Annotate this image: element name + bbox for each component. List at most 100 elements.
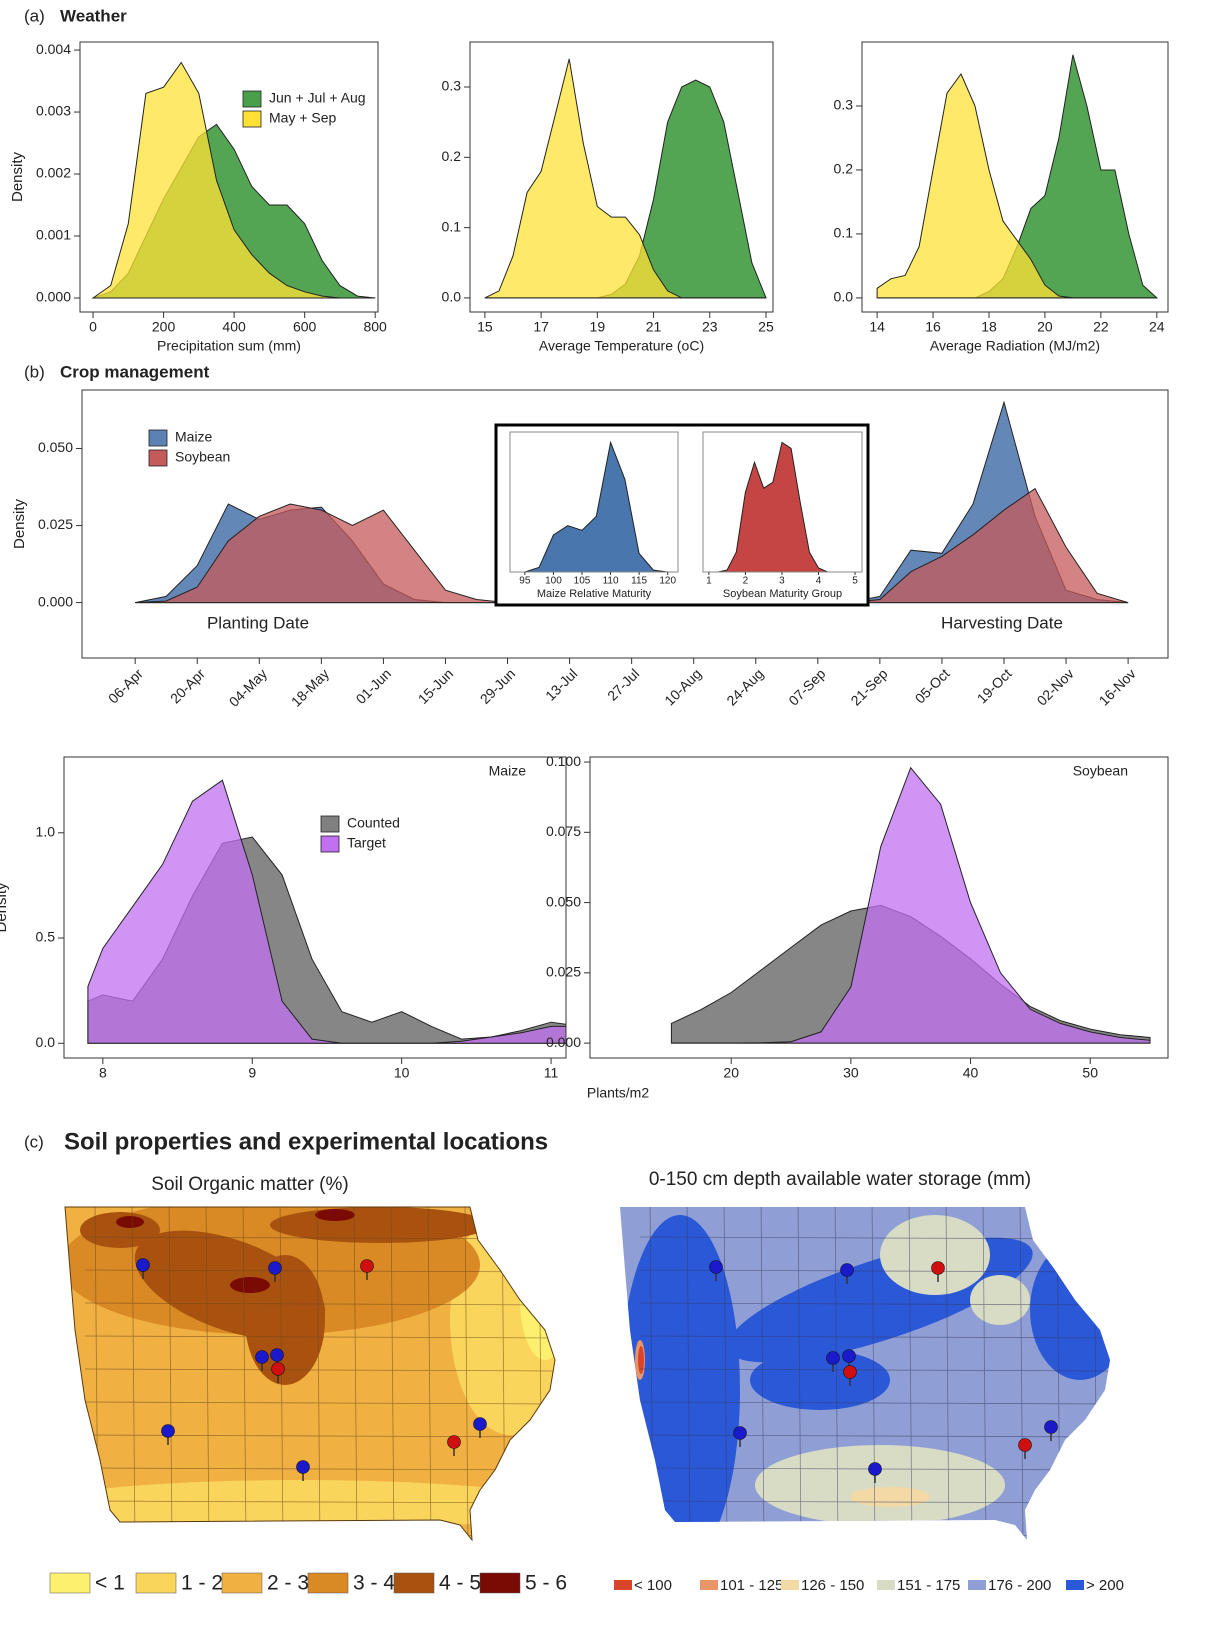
legend-label: Maize bbox=[175, 429, 213, 445]
x-tick-label: 8 bbox=[99, 1065, 107, 1081]
x-tick-label: 5 bbox=[852, 576, 858, 587]
legend-swatch bbox=[614, 1580, 632, 1590]
x-tick-label: 18 bbox=[981, 319, 997, 335]
legend-label: < 100 bbox=[634, 1577, 672, 1594]
y-tick-label: 0.3 bbox=[834, 97, 854, 113]
y-axis-label: Density bbox=[0, 882, 10, 933]
x-tick-label: 17 bbox=[533, 319, 549, 335]
chart: 8 9 10 11 0.0 0.5 1.0 Plants/m2 Density Maize Coun… bbox=[0, 756, 649, 1101]
x-axis-label: Maize Relative Maturity bbox=[537, 588, 652, 600]
x-tick-label: 30 bbox=[843, 1065, 859, 1081]
chart: 95 100 105 110 115 120 Maize Relative Maturity bbox=[509, 431, 679, 600]
density-area bbox=[87, 779, 567, 1044]
legend-swatch bbox=[1066, 1580, 1084, 1590]
y-axis-label: Density bbox=[11, 498, 28, 549]
x-tick-label: 18-May bbox=[288, 665, 332, 709]
x-tick-label: 40 bbox=[963, 1065, 979, 1081]
y-tick-label: 0.1 bbox=[442, 218, 462, 234]
x-tick-label: 110 bbox=[603, 576, 619, 587]
x-tick-label: 24-Aug bbox=[723, 665, 766, 708]
y-tick-label: 0.025 bbox=[38, 516, 73, 532]
legend-label: 3 - 4 bbox=[353, 1572, 395, 1595]
y-tick-label: 0.050 bbox=[38, 439, 73, 455]
y-tick-label: 0.004 bbox=[36, 41, 71, 57]
chart: 14 16 18 20 22 24 0.0 0.1 0.2 0.3 Average Radiatio… bbox=[834, 41, 1169, 354]
density-area bbox=[524, 440, 668, 573]
location-pin bbox=[843, 1365, 857, 1379]
charts: 0 200 400 600 800 0.000 0.001 0.002 0.003 0.004 Pr… bbox=[0, 41, 1169, 1101]
x-tick-label: 200 bbox=[152, 319, 176, 335]
y-tick-label: 0.003 bbox=[36, 103, 71, 119]
x-tick-label: 14 bbox=[869, 319, 885, 335]
legend-label: > 200 bbox=[1086, 1577, 1124, 1594]
legend-swatch bbox=[49, 1572, 91, 1594]
location-pin bbox=[931, 1261, 945, 1275]
annotation: Planting Date bbox=[207, 613, 309, 632]
y-tick-label: 0.075 bbox=[546, 823, 581, 839]
legend-swatch bbox=[135, 1572, 177, 1594]
legend-label: 101 - 125 bbox=[720, 1577, 783, 1594]
x-tick-label: 50 bbox=[1082, 1065, 1098, 1081]
x-tick-label: 16-Nov bbox=[1096, 665, 1139, 708]
plot-frame bbox=[63, 756, 567, 1059]
plot-frame bbox=[589, 756, 1169, 1059]
x-tick-label: 2 bbox=[743, 576, 749, 587]
chart: 15 17 19 21 23 25 0.0 0.1 0.2 0.3 Average Temperat… bbox=[442, 41, 774, 354]
legend-label: 1 - 2 bbox=[181, 1572, 223, 1595]
x-tick-label: 01-Jun bbox=[353, 665, 395, 707]
x-tick-label: 800 bbox=[363, 319, 387, 335]
inset-box bbox=[494, 423, 870, 607]
x-axis-label: Average Radiation (MJ/m2) bbox=[930, 338, 1100, 354]
annotation: Harvesting Date bbox=[941, 613, 1063, 632]
section-title: Soil properties and experimental locatio… bbox=[64, 1128, 548, 1155]
y-tick-label: 0.000 bbox=[546, 1034, 581, 1050]
location-pin bbox=[868, 1462, 882, 1476]
location-pin bbox=[709, 1260, 723, 1274]
location-pin bbox=[840, 1263, 854, 1277]
y-tick-label: 0.100 bbox=[546, 753, 581, 769]
x-tick-label: 24 bbox=[1149, 319, 1165, 335]
section-title: Crop management bbox=[60, 362, 210, 381]
y-tick-label: 0.5 bbox=[36, 929, 56, 945]
legend-swatch bbox=[393, 1572, 435, 1594]
x-tick-label: 0 bbox=[89, 319, 97, 335]
x-tick-label: 115 bbox=[631, 576, 647, 587]
y-tick-label: 0.0 bbox=[36, 1034, 56, 1050]
legend-label: 5 - 6 bbox=[525, 1572, 567, 1595]
location-pin bbox=[136, 1258, 150, 1272]
x-tick-label: 16 bbox=[925, 319, 941, 335]
plot-frame bbox=[861, 41, 1169, 313]
section-label: (a) bbox=[24, 6, 45, 25]
y-tick-label: 0.001 bbox=[36, 227, 71, 243]
x-tick-label: 25 bbox=[758, 319, 774, 335]
legend-label: < 1 bbox=[95, 1572, 125, 1595]
legend-swatch bbox=[221, 1572, 263, 1594]
legend-label: Target bbox=[347, 835, 386, 851]
x-tick-label: 15 bbox=[477, 319, 493, 335]
location-pin bbox=[161, 1424, 175, 1438]
legend-label: 4 - 5 bbox=[439, 1572, 481, 1595]
location-pin bbox=[826, 1351, 840, 1365]
map-title: Soil Organic matter (%) bbox=[151, 1174, 348, 1195]
x-tick-label: 06-Apr bbox=[105, 665, 146, 706]
location-pin bbox=[360, 1259, 374, 1273]
section-title: Weather bbox=[60, 6, 127, 25]
location-pin bbox=[842, 1349, 856, 1363]
x-tick-label: 600 bbox=[293, 319, 317, 335]
x-tick-label: 11 bbox=[544, 1065, 559, 1081]
location-pin bbox=[1044, 1420, 1058, 1434]
legend-label: 126 - 150 bbox=[801, 1577, 864, 1594]
y-tick-label: 0.000 bbox=[38, 593, 73, 609]
legend-label: Soybean bbox=[175, 449, 230, 465]
x-tick-label: 95 bbox=[519, 576, 531, 587]
x-tick-label: 20 bbox=[723, 1065, 739, 1081]
x-tick-label: 19 bbox=[590, 319, 606, 335]
x-tick-label: 23 bbox=[702, 319, 718, 335]
x-tick-label: 19-Oct bbox=[974, 665, 1015, 706]
chart: 1 2 3 4 5 Soybean Maturity Group bbox=[702, 431, 863, 600]
x-tick-label: 10-Aug bbox=[661, 665, 704, 708]
location-pin bbox=[296, 1460, 310, 1474]
y-tick-label: 0.0 bbox=[834, 289, 854, 305]
x-tick-label: 1 bbox=[706, 576, 712, 587]
